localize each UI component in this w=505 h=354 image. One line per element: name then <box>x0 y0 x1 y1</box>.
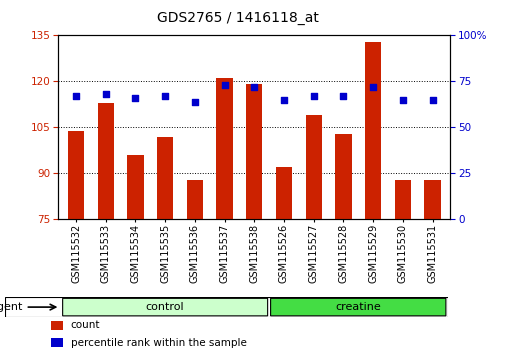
Bar <box>186 179 203 219</box>
Bar <box>394 179 410 219</box>
Text: agent: agent <box>0 302 22 312</box>
Point <box>339 93 347 99</box>
Text: percentile rank within the sample: percentile rank within the sample <box>71 338 246 348</box>
Text: count: count <box>71 320 100 330</box>
Text: creatine: creatine <box>335 302 380 312</box>
Point <box>428 97 436 103</box>
Point <box>220 82 228 88</box>
Bar <box>245 85 262 219</box>
Bar <box>424 179 440 219</box>
Bar <box>97 103 114 219</box>
Bar <box>157 137 173 219</box>
Point <box>102 91 110 97</box>
Point <box>161 93 169 99</box>
Point <box>72 93 80 99</box>
Bar <box>305 115 321 219</box>
Point <box>190 99 198 104</box>
Text: GDS2765 / 1416118_at: GDS2765 / 1416118_at <box>157 11 318 25</box>
Bar <box>50 338 63 347</box>
FancyBboxPatch shape <box>270 298 445 316</box>
Bar <box>50 321 63 330</box>
FancyBboxPatch shape <box>63 298 267 316</box>
Bar <box>216 78 232 219</box>
Point <box>398 97 406 103</box>
Point <box>309 93 317 99</box>
Bar <box>275 167 291 219</box>
Point <box>279 97 287 103</box>
Bar <box>364 41 380 219</box>
Bar <box>334 133 351 219</box>
Point <box>250 84 258 90</box>
Bar <box>127 155 143 219</box>
Point <box>368 84 376 90</box>
Text: control: control <box>145 302 184 312</box>
Point <box>131 95 139 101</box>
Bar <box>68 131 84 219</box>
